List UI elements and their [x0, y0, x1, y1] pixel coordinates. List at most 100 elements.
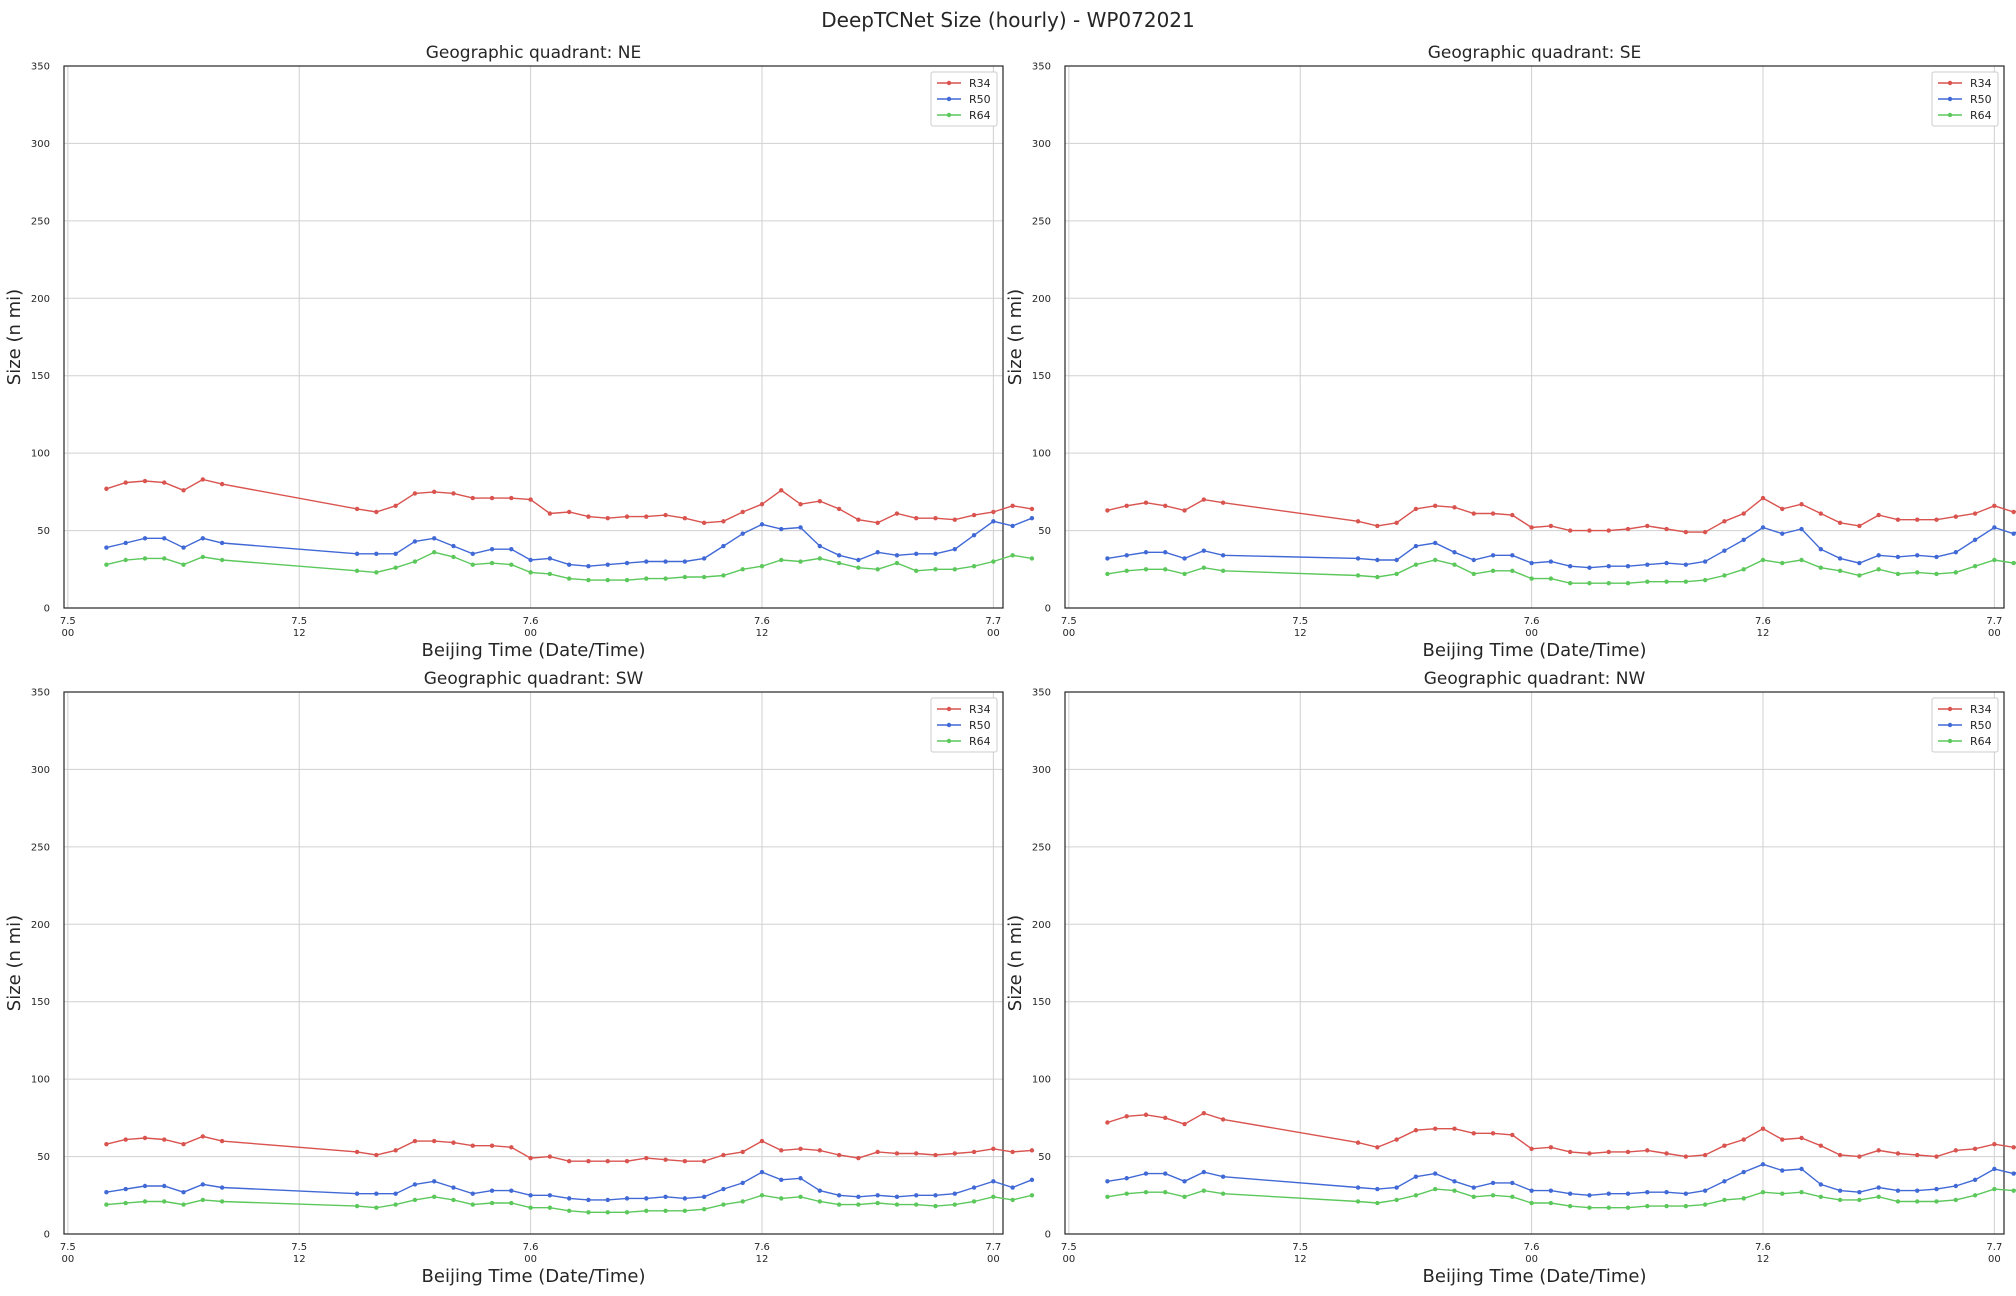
data-point-r50 [952, 1191, 957, 1196]
data-point-r34 [1972, 1146, 1978, 1152]
data-point-r50 [1220, 553, 1226, 558]
data-point-r34 [682, 515, 688, 521]
data-point-r64 [200, 554, 206, 560]
data-point-r34 [1529, 525, 1534, 530]
data-point-r50 [1683, 1191, 1689, 1196]
data-point-r50 [1876, 1185, 1881, 1190]
data-point-r50 [624, 1196, 630, 1201]
x-tick-date-label: 7.6 [1755, 1242, 1771, 1253]
data-point-r50 [1780, 1168, 1785, 1173]
data-point-r64 [1741, 1196, 1746, 1201]
data-point-r50 [1567, 1191, 1573, 1196]
data-point-r64 [374, 1205, 379, 1210]
data-point-r50 [1895, 554, 1901, 560]
legend-label-r34: R34 [1970, 77, 1992, 90]
data-point-r34 [701, 520, 707, 526]
data-point-r34 [721, 1152, 726, 1158]
data-point-r50 [566, 1196, 572, 1201]
data-point-r50 [1625, 1191, 1631, 1196]
plot-frame [1064, 65, 2005, 609]
y-tick-label: 100 [1032, 1075, 1051, 1086]
data-point-r34 [566, 1159, 572, 1164]
data-point-r50 [1992, 525, 1997, 530]
data-point-r34 [393, 503, 398, 508]
y-tick-label: 300 [31, 139, 50, 150]
data-point-r64 [836, 1202, 842, 1207]
data-point-r34 [2011, 1145, 2016, 1150]
data-point-r64 [1143, 1189, 1149, 1195]
data-point-r50 [1722, 548, 1727, 553]
data-point-r50 [991, 1179, 996, 1184]
data-point-r64 [856, 565, 861, 570]
data-point-r34 [1433, 1126, 1438, 1131]
data-point-r34 [1625, 1149, 1631, 1155]
legend-label-r64: R64 [969, 109, 991, 122]
data-point-r50 [1413, 543, 1419, 549]
legend-label-r64: R64 [1970, 735, 1992, 748]
data-point-r64 [971, 1199, 977, 1204]
data-point-r64 [1105, 571, 1110, 577]
data-point-r64 [1452, 1188, 1457, 1193]
data-point-r64 [971, 563, 977, 569]
data-point-r34 [509, 495, 514, 501]
data-point-r64 [1857, 1197, 1862, 1203]
data-point-r64 [547, 571, 553, 577]
data-point-r50 [701, 1194, 707, 1200]
data-point-r34 [566, 509, 572, 515]
data-point-r34 [354, 506, 360, 512]
data-point-r34 [740, 1149, 745, 1155]
panel-se: 0501001502002503003507.5007.5127.6007.61… [1005, 43, 2016, 661]
data-point-r50 [1220, 1174, 1226, 1179]
data-point-r34 [1029, 1148, 1035, 1153]
data-point-r64 [1471, 571, 1476, 577]
data-point-r50 [1375, 557, 1380, 563]
data-point-r34 [644, 1155, 649, 1161]
y-tick-label: 50 [1038, 526, 1051, 537]
data-point-r64 [991, 1194, 996, 1200]
data-point-r34 [2011, 509, 2016, 515]
data-point-r64 [181, 1202, 186, 1207]
data-point-r64 [875, 567, 880, 572]
data-point-r34 [489, 495, 495, 501]
x-tick-time-label: 00 [1988, 628, 2001, 639]
data-point-r50 [856, 557, 861, 563]
y-tick-label: 200 [1032, 294, 1051, 305]
x-tick-time-label: 12 [293, 628, 306, 639]
legend-label-r34: R34 [969, 703, 991, 716]
data-point-r64 [1143, 567, 1149, 572]
data-point-r64 [393, 1202, 398, 1207]
data-point-r50 [682, 559, 688, 564]
data-point-r64 [142, 556, 148, 561]
data-point-r50 [393, 551, 398, 556]
data-point-r34 [1780, 506, 1785, 512]
data-point-r34 [451, 1140, 456, 1145]
x-tick-time-label: 00 [1988, 1254, 2001, 1265]
data-point-r50 [374, 1191, 379, 1196]
data-point-r64 [779, 557, 784, 563]
data-point-r34 [1201, 1111, 1207, 1116]
x-axis-label: Beijing Time (Date/Time) [422, 1266, 646, 1287]
data-point-r50 [1702, 1188, 1708, 1193]
data-point-r64 [798, 1194, 803, 1200]
data-point-r34 [605, 1159, 610, 1164]
data-point-r34 [1010, 503, 1015, 508]
data-point-r64 [432, 550, 437, 555]
y-tick-label: 200 [31, 920, 50, 931]
data-point-r64 [1895, 1199, 1901, 1204]
data-point-r64 [547, 1205, 553, 1210]
data-point-r50 [528, 557, 533, 563]
data-point-r50 [1818, 1182, 1824, 1187]
data-point-r34 [1895, 1151, 1901, 1156]
data-point-r64 [1029, 1193, 1035, 1198]
data-point-r50 [971, 533, 977, 538]
data-point-r64 [1413, 1193, 1419, 1198]
y-tick-label: 300 [1032, 765, 1051, 776]
data-point-r64 [1124, 568, 1129, 574]
data-point-r64 [1452, 562, 1457, 567]
data-point-r50 [528, 1193, 533, 1198]
data-point-r50 [1143, 550, 1149, 555]
data-point-r50 [1683, 562, 1689, 567]
y-tick-label: 100 [1032, 449, 1051, 460]
data-point-r50 [489, 1188, 495, 1193]
data-point-r34 [142, 1135, 148, 1141]
